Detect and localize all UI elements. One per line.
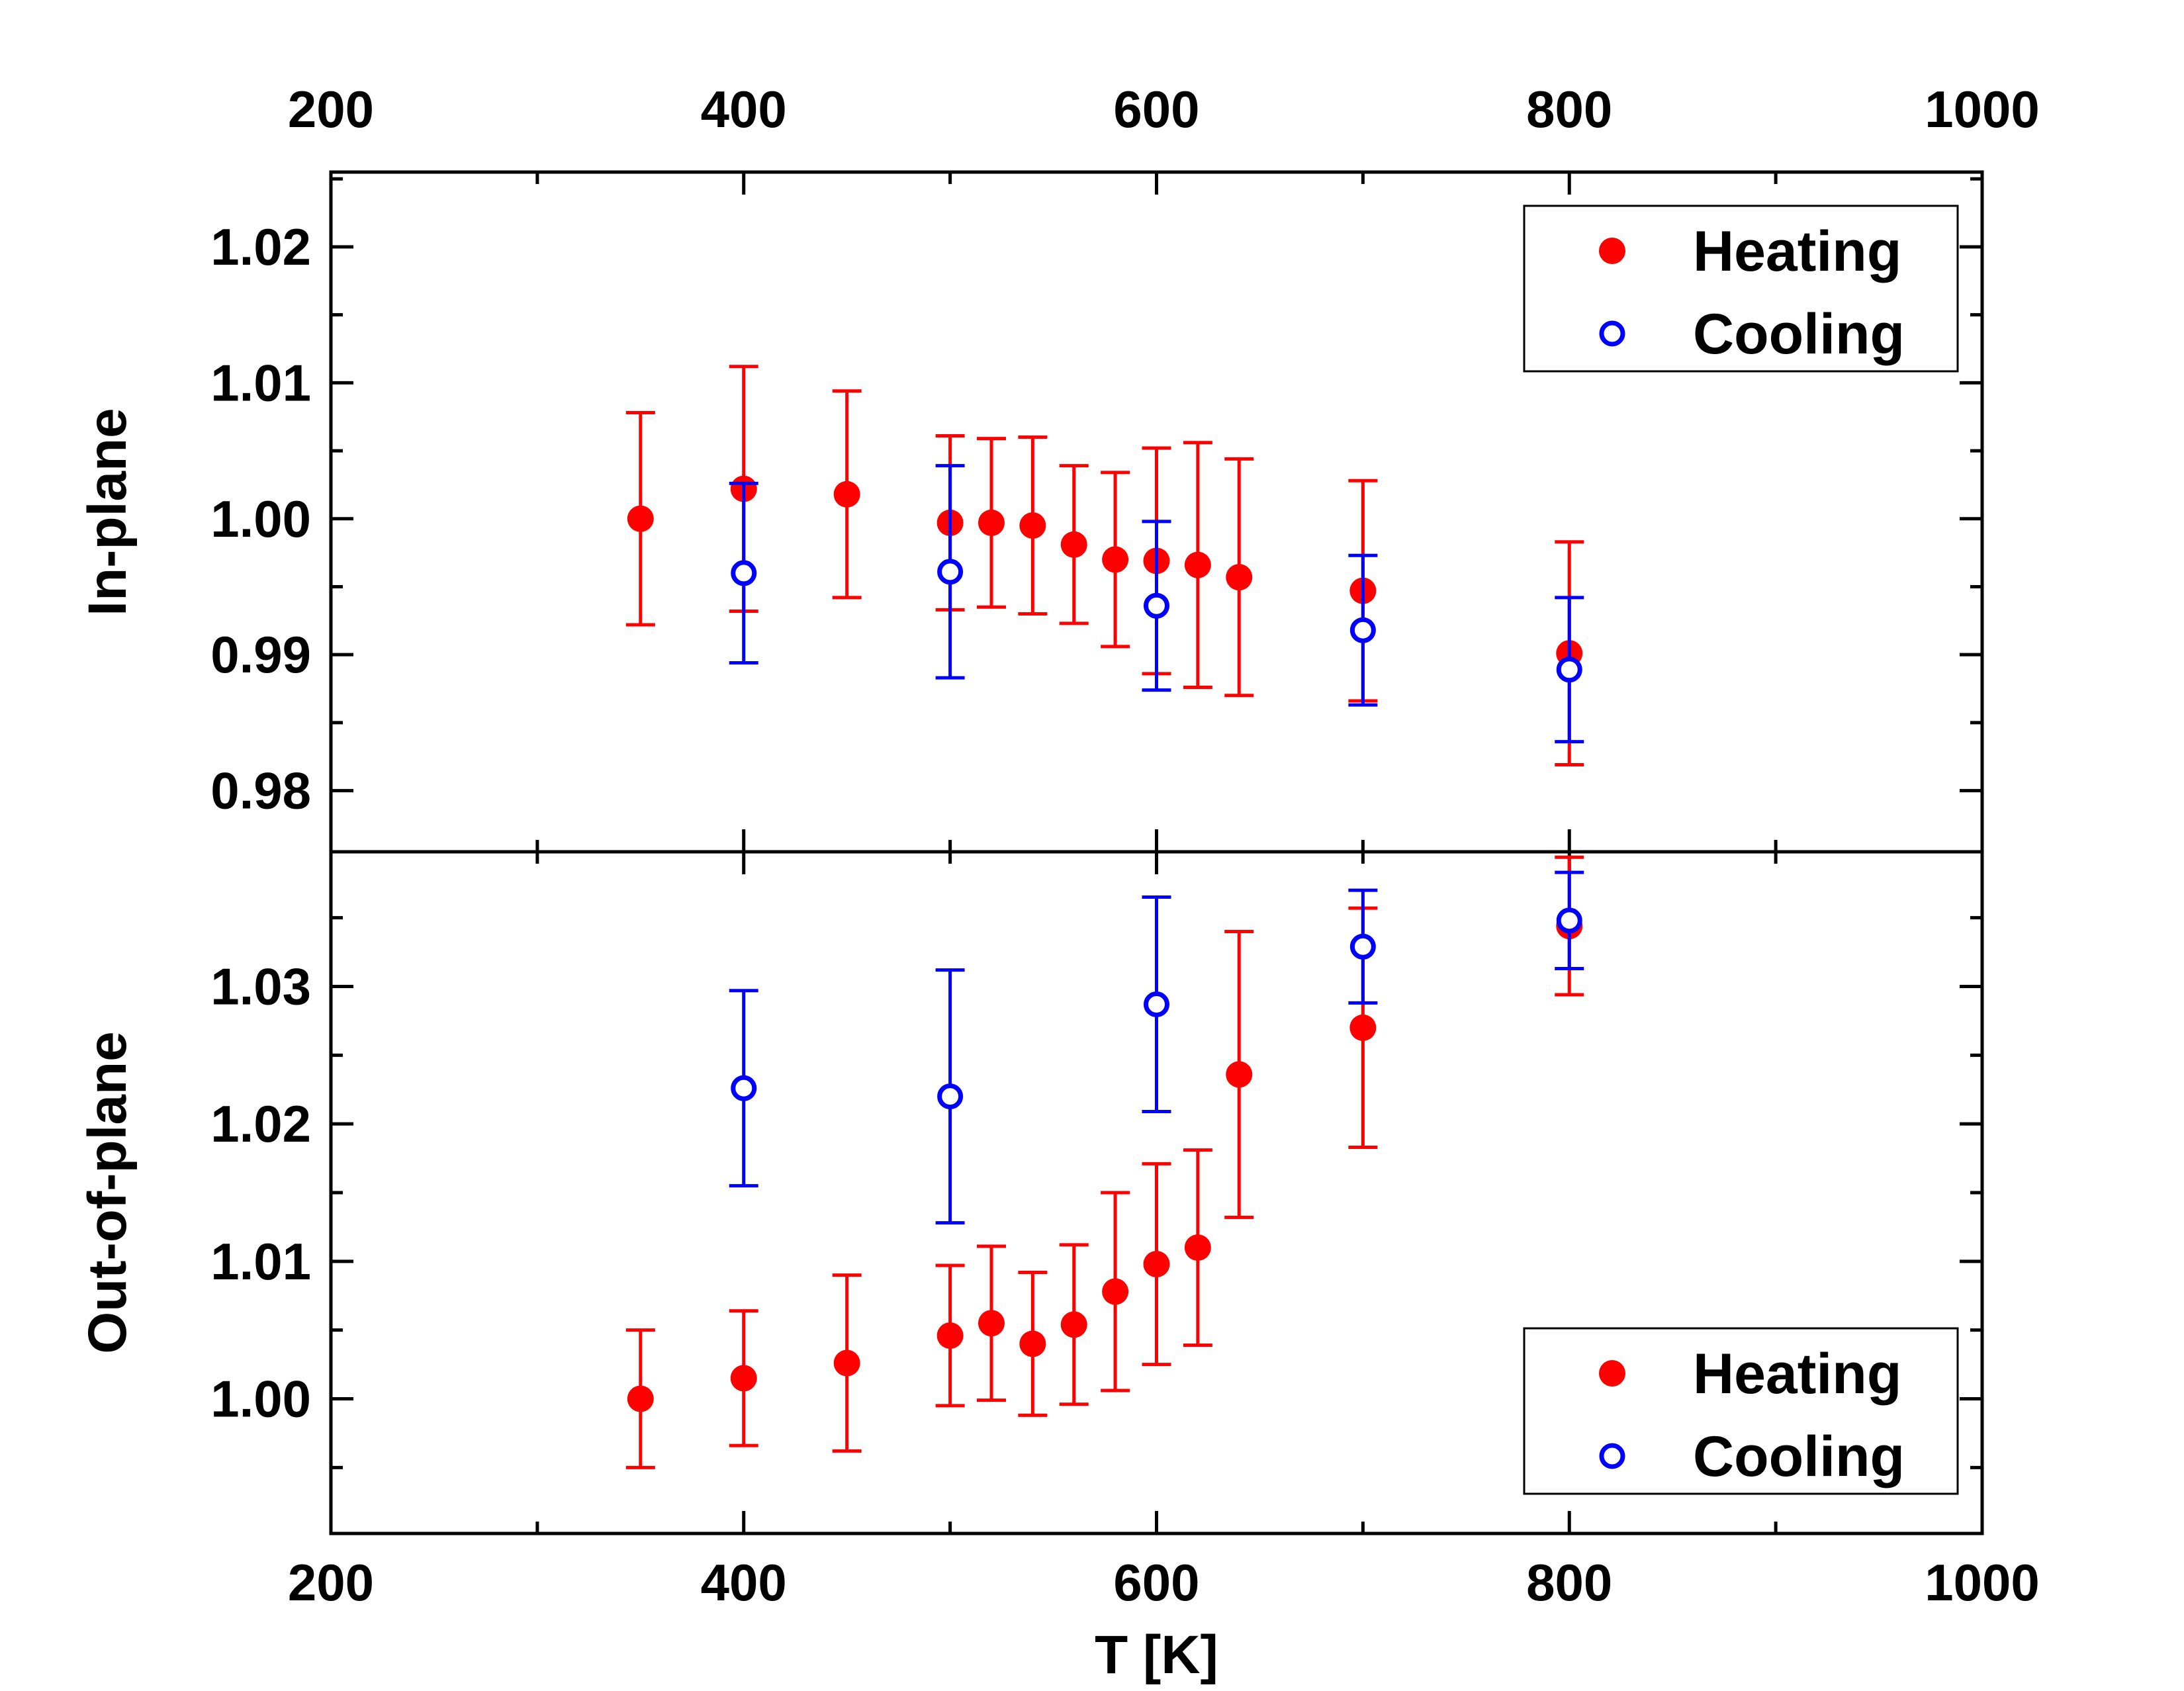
bottom-y-tick-label: 1.01 <box>210 1232 311 1291</box>
top-heating-point <box>1102 546 1129 573</box>
top-heating-point <box>1019 512 1046 539</box>
bottom-heating-point <box>936 1322 964 1349</box>
top-heating-point <box>1184 551 1211 578</box>
bottom-legend-heating-marker <box>1599 1360 1625 1387</box>
bottom-cooling-point <box>1556 907 1582 934</box>
bottom-heating-point <box>730 1365 757 1392</box>
bottom-y-tick-label: 1.00 <box>210 1369 311 1428</box>
top-x-tick-label: 1000 <box>1925 80 2040 138</box>
top-cooling-point <box>1556 657 1582 683</box>
top-cooling-point <box>937 559 964 585</box>
top-y-tick-label: 0.99 <box>210 625 311 684</box>
bottom-legend-box <box>1523 1327 1959 1495</box>
bottom-x-tick-label: 200 <box>288 1553 374 1612</box>
bottom-legend-cooling-marker <box>1599 1443 1625 1469</box>
bottom-cooling-point <box>731 1075 757 1101</box>
top-y-tick-label: 1.02 <box>210 218 311 276</box>
bottom-cooling-point <box>937 1083 964 1110</box>
top-x-tick-label: 600 <box>1113 80 1199 138</box>
top-heating-point <box>978 509 1005 536</box>
top-heating-point <box>627 505 654 532</box>
top-cooling-point <box>1144 592 1169 619</box>
top-heating-point <box>1226 564 1253 591</box>
bottom-heating-point <box>1019 1330 1046 1357</box>
bottom-heating-point <box>1226 1061 1253 1088</box>
bottom-x-tick-label: 600 <box>1113 1553 1199 1612</box>
top-x-tick-label: 200 <box>288 80 374 138</box>
bottom-heating-point <box>1184 1234 1211 1261</box>
bottom-cooling-point <box>1144 991 1169 1018</box>
top-legend-cooling-label: Cooling <box>1693 302 1905 366</box>
bottom-x-tick-label: 400 <box>701 1553 787 1612</box>
bottom-y-axis-title: Out-of-plane <box>77 1031 138 1353</box>
top-y-tick-label: 0.98 <box>210 762 311 820</box>
top-x-tick-label: 400 <box>701 80 787 138</box>
top-heating-point <box>833 480 860 508</box>
top-legend-box <box>1523 205 1959 373</box>
top-y-tick-label: 1.01 <box>210 353 311 412</box>
bottom-heating-point <box>1060 1311 1087 1338</box>
bottom-heating-point <box>833 1349 860 1377</box>
top-legend-heating-label: Heating <box>1693 220 1901 283</box>
bottom-cooling-point <box>1349 933 1376 960</box>
bottom-y-tick-label: 1.03 <box>210 958 311 1016</box>
top-y-axis-title: In-plane <box>77 408 138 616</box>
top-cooling-point <box>731 560 757 586</box>
bottom-heating-point <box>978 1310 1005 1337</box>
bottom-y-tick-label: 1.02 <box>210 1095 311 1153</box>
bottom-heating-point <box>1349 1014 1377 1041</box>
top-legend-heating-marker <box>1599 238 1625 264</box>
top-y-tick-label: 1.00 <box>210 490 311 548</box>
bottom-heating-point <box>1143 1250 1170 1277</box>
bottom-heating-point <box>627 1385 654 1412</box>
x-axis-title: T [K] <box>1095 1625 1218 1685</box>
bottom-legend-heating-label: Heating <box>1693 1342 1901 1406</box>
top-heating-point <box>1060 531 1087 558</box>
bottom-heating-point <box>1102 1278 1129 1305</box>
top-legend-cooling-marker <box>1599 320 1625 347</box>
top-cooling-point <box>1349 617 1376 643</box>
bottom-x-tick-label: 1000 <box>1925 1553 2040 1612</box>
bottom-x-tick-label: 800 <box>1526 1553 1612 1612</box>
bottom-legend-cooling-label: Cooling <box>1693 1425 1905 1488</box>
top-x-tick-label: 800 <box>1526 80 1612 138</box>
